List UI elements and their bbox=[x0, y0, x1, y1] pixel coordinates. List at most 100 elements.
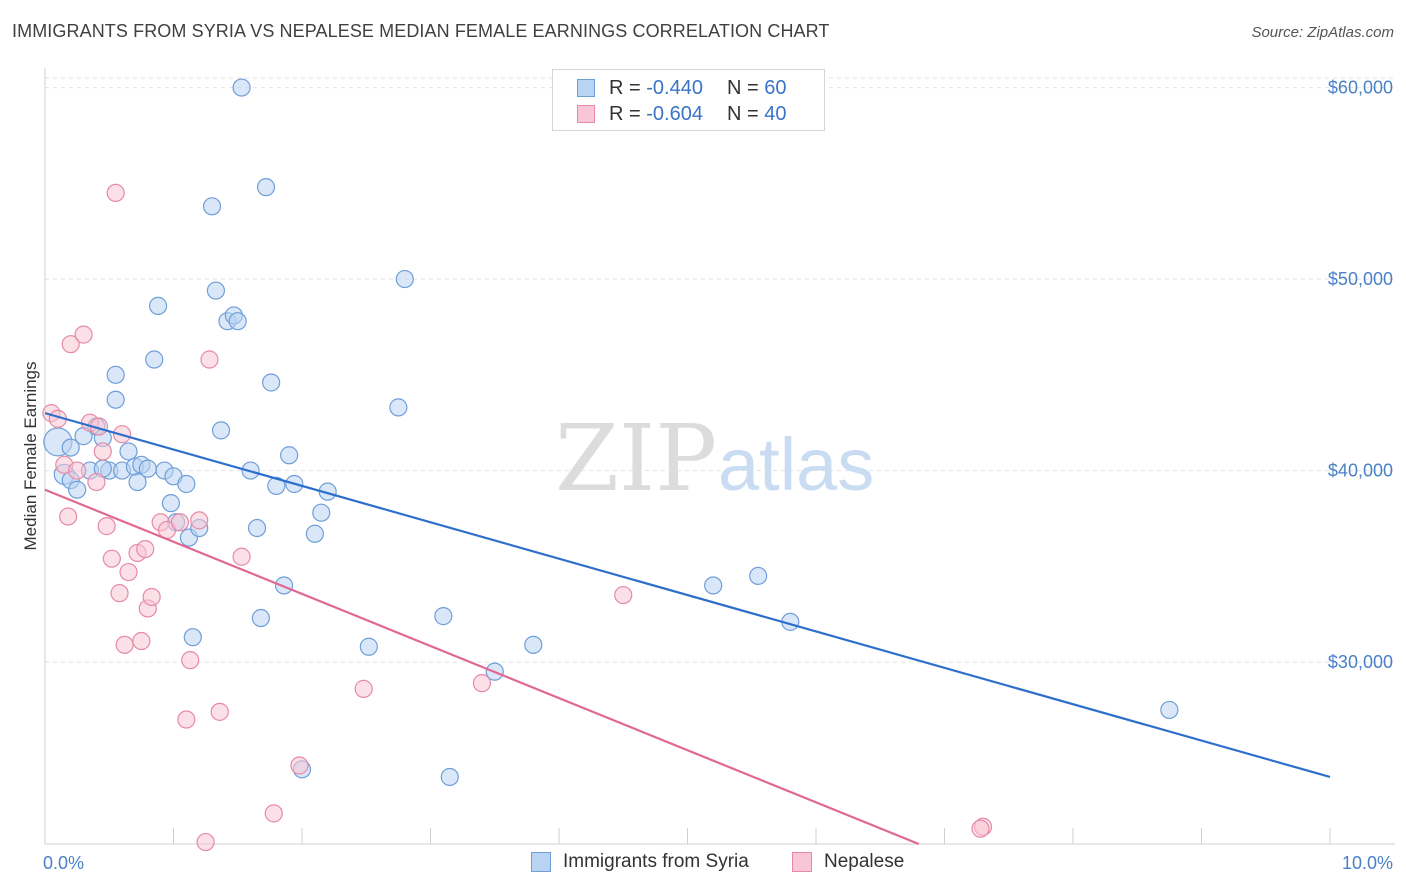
syria-point bbox=[267, 476, 286, 495]
syria-point bbox=[389, 398, 408, 417]
legend-r-value: -0.440 bbox=[646, 76, 703, 99]
syria-point bbox=[228, 312, 247, 331]
nepalese-point bbox=[136, 539, 155, 559]
syria-point bbox=[232, 78, 251, 97]
syria-point bbox=[312, 503, 331, 522]
syria-point bbox=[434, 607, 453, 626]
source-label: Source: ZipAtlas.com bbox=[1251, 24, 1394, 41]
syria-point bbox=[148, 296, 168, 315]
series-syria-points bbox=[43, 78, 1179, 787]
nepalese-point bbox=[93, 442, 112, 461]
watermark-atlas: atlas bbox=[718, 423, 874, 506]
nepalese-point bbox=[142, 587, 161, 607]
legend: R = -0.440 N = 60 R = -0.604 N = 40 bbox=[552, 69, 825, 131]
syria-point bbox=[211, 421, 231, 440]
y-tick-label: $40,000 bbox=[1328, 461, 1393, 481]
legend-swatch-syria bbox=[577, 79, 595, 97]
syria-point bbox=[256, 178, 276, 197]
nepalese-point bbox=[472, 674, 491, 693]
syria-point bbox=[251, 608, 270, 628]
nepalese-point bbox=[59, 507, 78, 526]
nepalese-point bbox=[210, 702, 229, 721]
syria-point bbox=[1160, 700, 1179, 720]
legend-swatch-nepalese bbox=[577, 105, 595, 123]
nepalese-trend-line bbox=[44, 488, 920, 846]
syria-point bbox=[262, 373, 281, 392]
syria-point bbox=[359, 637, 378, 656]
bottom-legend-swatch-nepalese bbox=[792, 852, 812, 872]
legend-n-value: 40 bbox=[764, 102, 787, 125]
syria-point bbox=[749, 566, 768, 586]
syria-point bbox=[68, 480, 87, 499]
legend-row-nepalese: R = -0.604 N = 40 bbox=[577, 102, 786, 126]
legend-r-label: R = bbox=[609, 102, 641, 125]
syria-point bbox=[106, 365, 125, 384]
nepalese-point bbox=[132, 631, 151, 651]
nepalese-point bbox=[87, 472, 106, 492]
syria-point bbox=[61, 438, 80, 457]
syria-point bbox=[247, 518, 267, 538]
legend-n-label: N = bbox=[726, 102, 759, 125]
syria-point bbox=[440, 767, 459, 787]
syria-point bbox=[177, 474, 196, 494]
nepalese-point bbox=[119, 562, 138, 582]
nepalese-point bbox=[290, 756, 309, 775]
nepalese-point bbox=[102, 549, 121, 568]
legend-n-value: 60 bbox=[764, 76, 787, 99]
syria-point bbox=[106, 390, 125, 409]
nepalese-point bbox=[177, 710, 196, 729]
syria-point bbox=[202, 197, 222, 216]
syria-point bbox=[161, 494, 181, 513]
x-tick-labels: 0.0% 10.0% bbox=[43, 853, 1393, 873]
legend-r-value: -0.604 bbox=[646, 102, 703, 125]
syria-point bbox=[128, 472, 147, 492]
syria-trend-line bbox=[44, 412, 1331, 779]
nepalese-point bbox=[200, 350, 219, 369]
y-tick-label: $30,000 bbox=[1328, 652, 1393, 672]
nepalese-point bbox=[264, 804, 283, 823]
trend-lines bbox=[44, 412, 1331, 846]
legend-r-label: R = bbox=[609, 76, 641, 99]
bottom-legend-swatch-syria bbox=[531, 852, 551, 872]
y-tick-label: $50,000 bbox=[1328, 269, 1393, 289]
syria-point bbox=[305, 524, 324, 543]
nepalese-point bbox=[68, 461, 87, 480]
legend-row-syria: R = -0.440 N = 60 bbox=[577, 76, 786, 100]
syria-point bbox=[280, 446, 299, 465]
syria-point bbox=[704, 576, 723, 595]
series-nepalese-points bbox=[42, 183, 993, 852]
syria-point bbox=[138, 459, 157, 478]
syria-point bbox=[524, 635, 543, 654]
nepalese-point bbox=[971, 819, 990, 838]
nepalese-point bbox=[196, 832, 215, 852]
axes bbox=[44, 68, 1395, 845]
x-tick-label: 10.0% bbox=[1342, 853, 1393, 873]
nepalese-point bbox=[232, 547, 251, 566]
legend-n-label: N = bbox=[726, 76, 759, 99]
syria-point bbox=[395, 269, 414, 289]
nepalese-point bbox=[74, 325, 93, 344]
nepalese-point bbox=[110, 584, 129, 603]
nepalese-point bbox=[61, 335, 80, 354]
bottom-legend-label-syria: Immigrants from Syria bbox=[563, 851, 749, 872]
nepalese-point bbox=[170, 513, 190, 532]
bottom-legend-label-nepalese: Nepalese bbox=[824, 851, 905, 872]
nepalese-point bbox=[190, 511, 209, 530]
grid-lines bbox=[45, 77, 1395, 663]
watermark-zip: ZIP bbox=[555, 405, 717, 512]
syria-point bbox=[119, 442, 138, 461]
bottom-legend-nepalese: Nepalese bbox=[792, 851, 904, 873]
x-tick-label: 0.0% bbox=[43, 853, 84, 873]
nepalese-point bbox=[106, 183, 125, 202]
y-tick-labels: $30,000 $40,000 $50,000 $60,000 bbox=[1328, 78, 1393, 673]
bottom-legend-syria: Immigrants from Syria bbox=[531, 851, 749, 873]
syria-point bbox=[206, 281, 226, 300]
y-axis-title: Median Female Earnings bbox=[21, 362, 40, 551]
syria-point bbox=[145, 350, 164, 369]
nepalese-point bbox=[181, 651, 200, 670]
y-tick-label: $60,000 bbox=[1328, 78, 1393, 98]
nepalese-point bbox=[354, 679, 373, 698]
watermark: ZIP atlas bbox=[555, 405, 874, 512]
nepalese-point bbox=[97, 517, 116, 536]
